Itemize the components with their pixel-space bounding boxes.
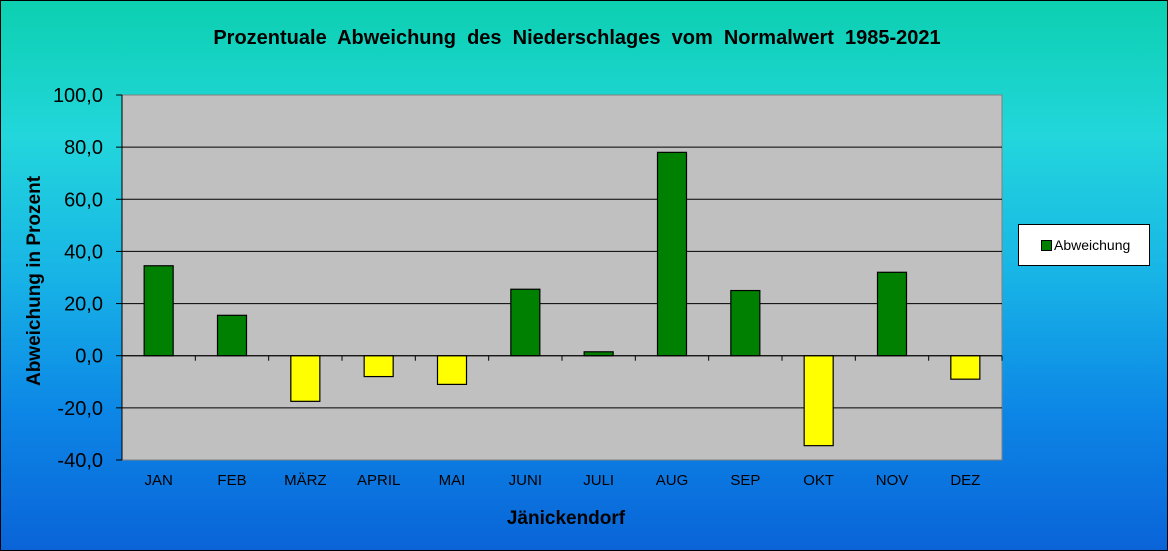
bar-mai xyxy=(436,355,468,385)
y-tick-label: 100,0 xyxy=(53,85,103,107)
x-tick-label: DEZ xyxy=(950,472,980,489)
legend-label: Abweichung xyxy=(1054,237,1131,253)
bar-dez xyxy=(950,355,981,380)
bar-okt xyxy=(803,355,834,447)
x-tick-label: FEB xyxy=(217,472,246,489)
x-tick-label: NOV xyxy=(876,472,909,489)
bar-feb xyxy=(216,314,248,357)
legend: Abweichung xyxy=(1018,224,1150,266)
x-tick-label: APRIL xyxy=(357,472,400,489)
x-tick-label: SEP xyxy=(730,472,760,489)
y-tick-label: -40,0 xyxy=(57,450,103,472)
x-tick-label: JUNI xyxy=(509,472,542,489)
bar-jan xyxy=(143,265,174,357)
y-tick-label: 20,0 xyxy=(64,294,103,316)
bar-nov xyxy=(876,271,908,357)
bar-april xyxy=(363,355,394,378)
bar-aug xyxy=(656,151,688,357)
x-tick-label: AUG xyxy=(656,472,689,489)
x-tick-label: MÄRZ xyxy=(284,472,327,489)
plot-area xyxy=(121,94,1003,461)
bar-juni xyxy=(510,288,541,357)
x-tick-label: MAI xyxy=(439,472,466,489)
x-axis-label: Jänickendorf xyxy=(507,508,626,529)
y-tick-label: 40,0 xyxy=(64,241,103,263)
bar-sep xyxy=(730,289,761,357)
chart-title: Prozentuale Abweichung des Niederschlage… xyxy=(213,27,940,49)
bar-märz xyxy=(290,355,321,402)
y-tick-label: 80,0 xyxy=(64,137,103,159)
x-tick-label: OKT xyxy=(803,472,834,489)
x-tick-label: JAN xyxy=(144,472,172,489)
bar-juli xyxy=(583,351,614,357)
y-axis-label: Abweichung in Prozent xyxy=(24,175,45,386)
y-tick-label: -20,0 xyxy=(57,398,103,420)
y-tick-label: 0,0 xyxy=(75,346,103,368)
x-tick-label: JULI xyxy=(583,472,614,489)
y-tick-label: 60,0 xyxy=(64,189,103,211)
legend-swatch xyxy=(1041,239,1052,251)
